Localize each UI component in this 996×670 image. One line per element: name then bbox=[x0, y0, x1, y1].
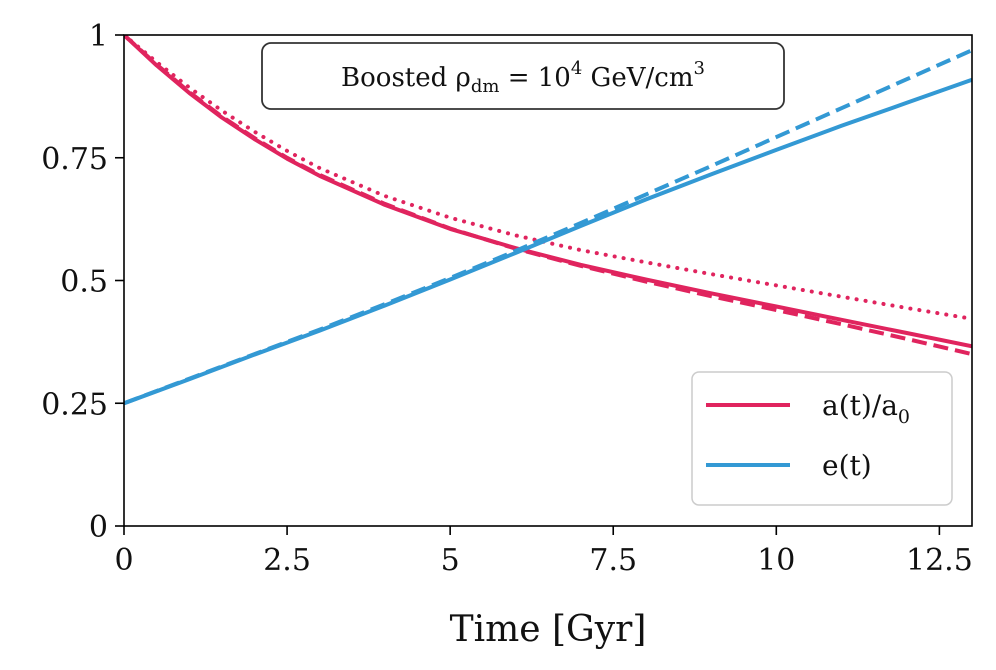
x-tick-label-1: 2.5 bbox=[263, 543, 311, 578]
legend: a(t)/a0 e(t) bbox=[691, 371, 953, 506]
x-tick-label-4: 10 bbox=[757, 543, 795, 578]
x-tick-label-5: 12.5 bbox=[906, 543, 973, 578]
series-line-2 bbox=[124, 35, 972, 321]
x-tick-label-3: 7.5 bbox=[589, 543, 637, 578]
y-tick-label-0: 0 bbox=[89, 510, 108, 545]
x-axis: 0 2.5 5 7.5 10 12.5 bbox=[114, 526, 973, 578]
y-tick-label-2: 0.5 bbox=[60, 265, 108, 300]
annotation-frame bbox=[261, 42, 785, 110]
annotation-box: Boosted ρdm = 104 GeV/cm3 bbox=[261, 42, 785, 110]
y-axis: 0 0.25 0.5 0.75 1 bbox=[41, 19, 124, 545]
legend-label-e: e(t) bbox=[822, 449, 872, 482]
x-tick-label-0: 0 bbox=[114, 543, 133, 578]
x-tick-label-2: 5 bbox=[441, 543, 460, 578]
x-axis-label: Time [Gyr] bbox=[450, 609, 647, 650]
legend-label-a: a(t)/a0 bbox=[822, 389, 910, 428]
y-tick-label-1: 0.25 bbox=[41, 387, 108, 422]
series-line-1 bbox=[124, 35, 972, 357]
annotation-text: Boosted ρdm = 104 GeV/cm3 bbox=[341, 58, 705, 97]
series-layer bbox=[124, 35, 972, 406]
series-line-3 bbox=[124, 77, 972, 406]
y-tick-label-4: 1 bbox=[89, 19, 108, 54]
y-tick-label-3: 0.75 bbox=[41, 142, 108, 177]
